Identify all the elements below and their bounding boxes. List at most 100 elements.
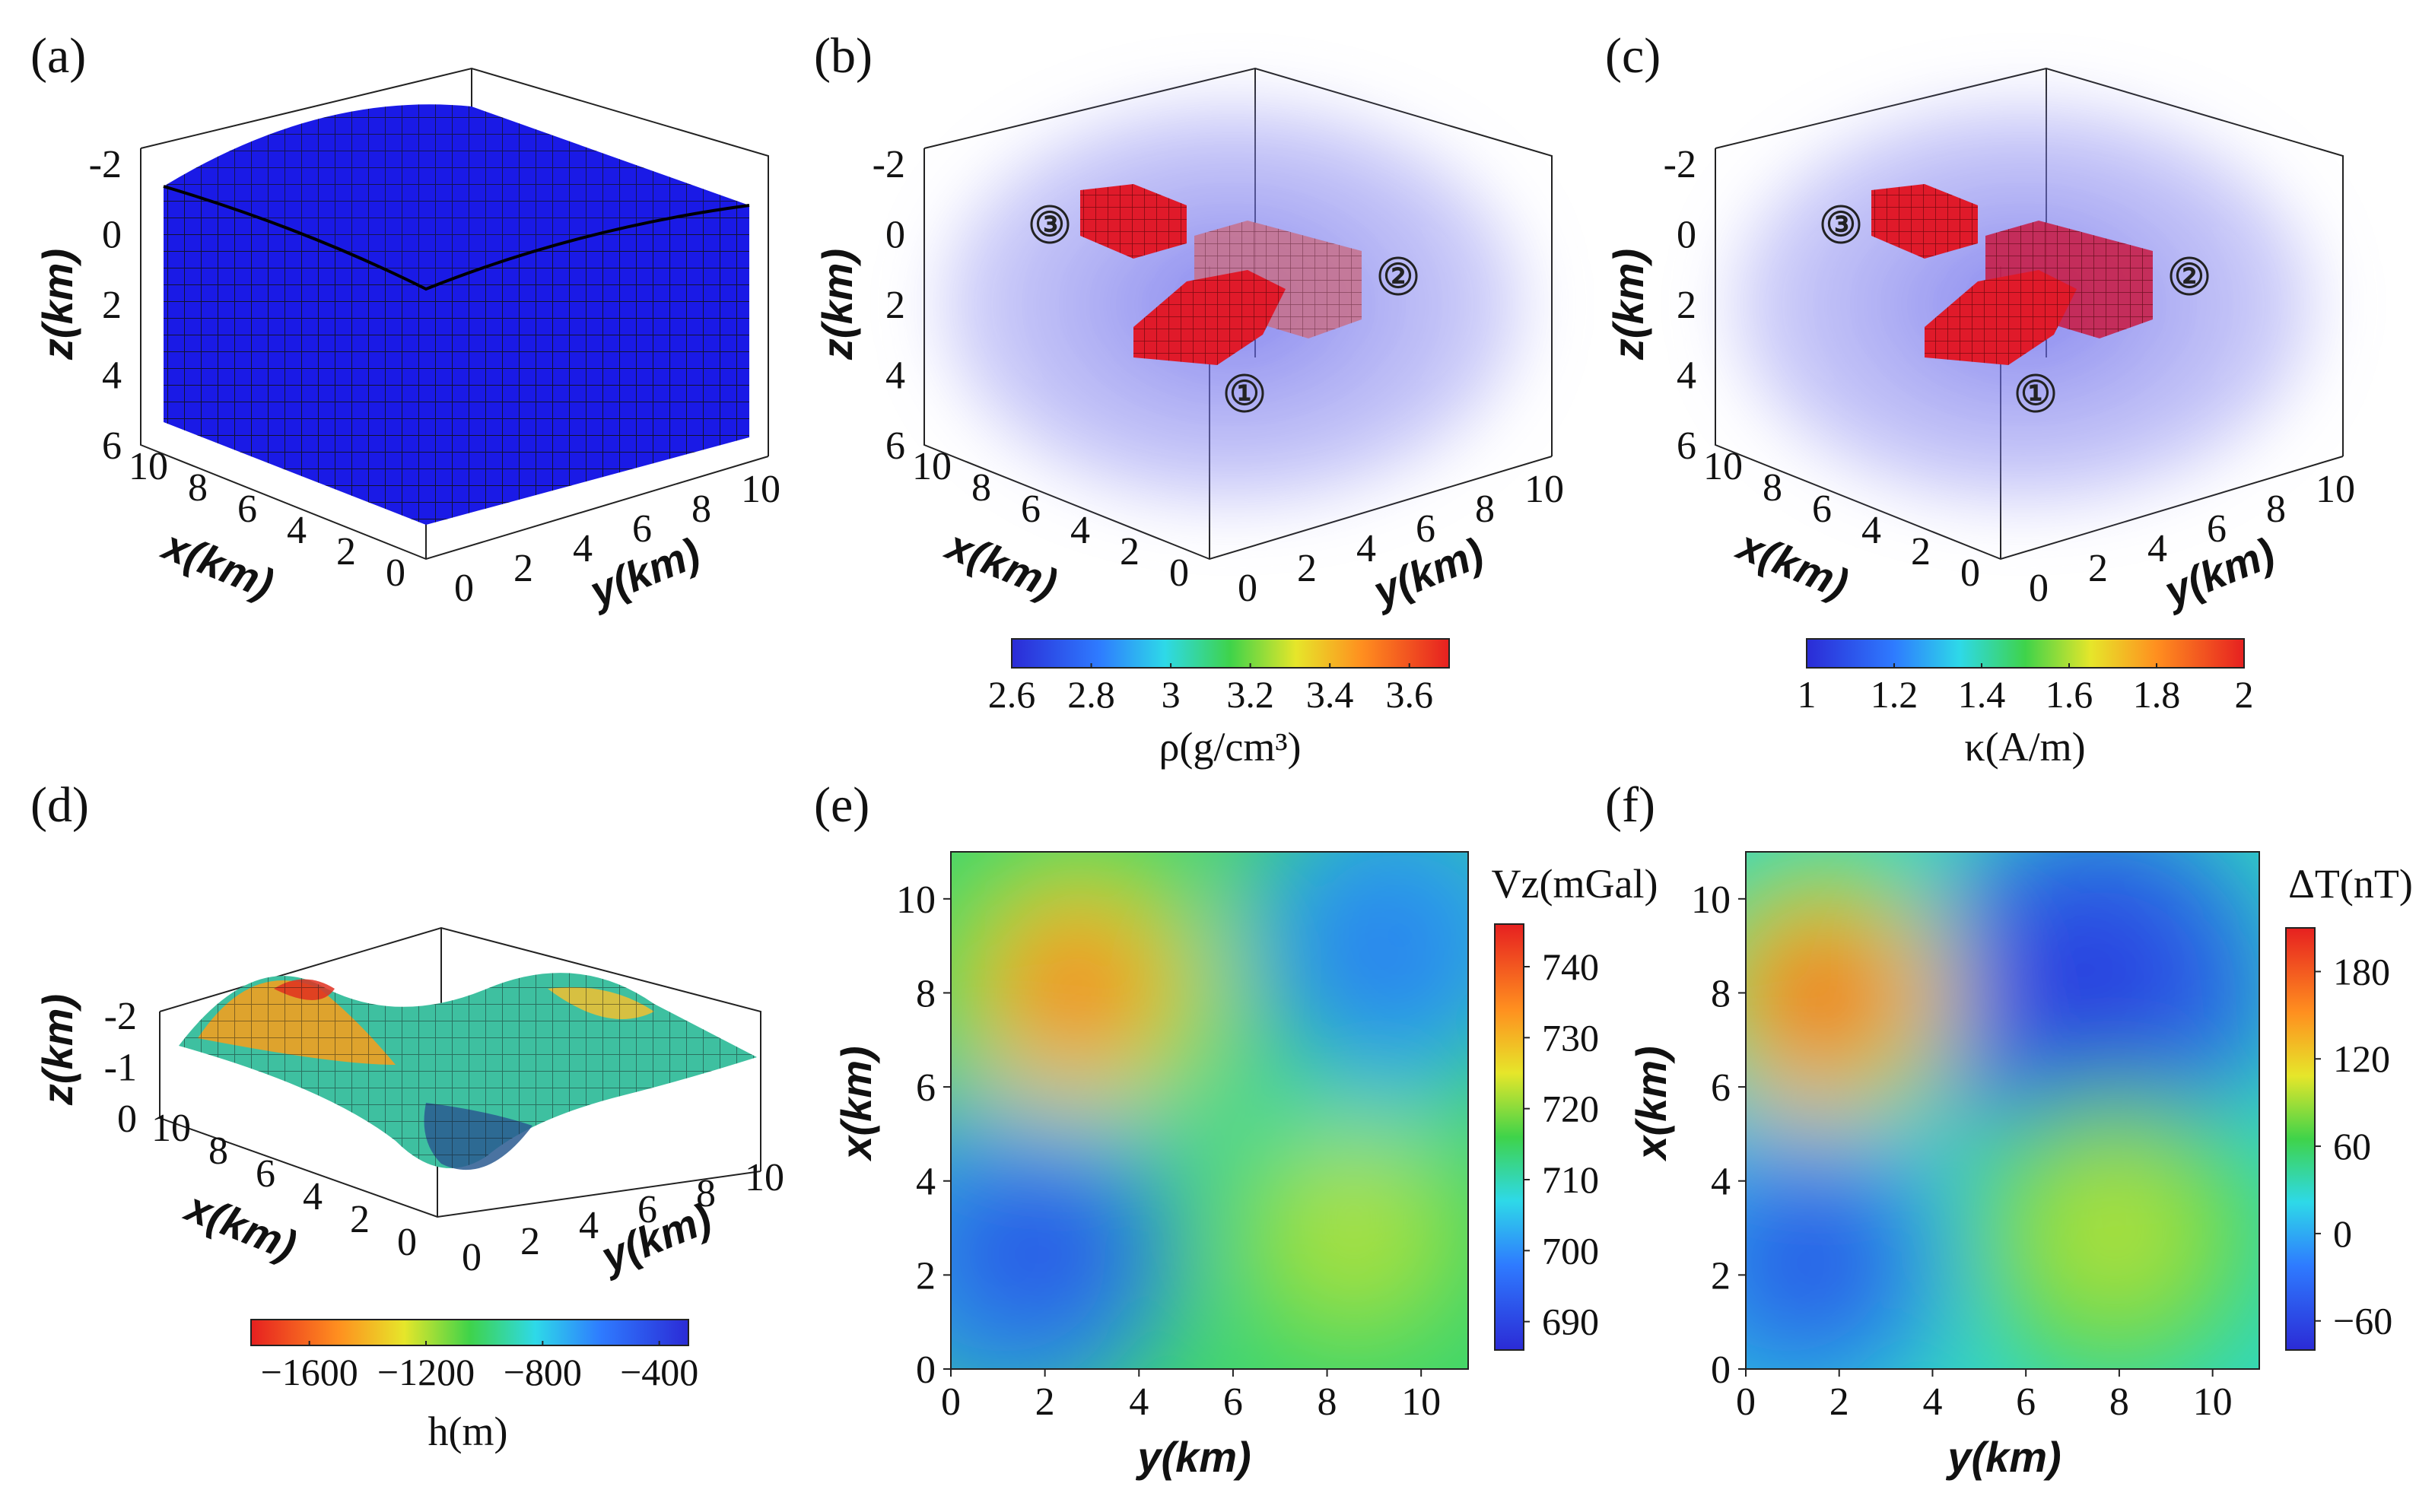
y-tick-label: 6 bbox=[1711, 1066, 1731, 1110]
panel-label-a: (a) bbox=[30, 28, 86, 84]
x-tick-label: 8 bbox=[2109, 1380, 2129, 1424]
y-axis-ticks: 0 2 4 6 8 10 bbox=[454, 468, 780, 610]
z-tick-label: 4 bbox=[102, 354, 122, 398]
colorbar-tick-label: 3.4 bbox=[1306, 673, 1354, 716]
panel-label-e: (e) bbox=[814, 777, 869, 833]
body-1-marker-ring bbox=[1225, 373, 1264, 413]
colorbar-tick-label: 1.4 bbox=[1958, 673, 2006, 716]
y-tick-label: 2 bbox=[513, 547, 533, 590]
x-tick-label: 0 bbox=[941, 1380, 961, 1424]
body-1-grid bbox=[1133, 270, 1286, 365]
y-tick-label: 0 bbox=[462, 1236, 482, 1279]
map-low-core-2 bbox=[1978, 882, 2191, 1095]
body-1-marker: ① bbox=[1229, 375, 1259, 412]
z-tick-label: -2 bbox=[1664, 143, 1696, 186]
plot-frame bbox=[1745, 851, 2260, 1370]
x-tick-label: 0 bbox=[1736, 1380, 1756, 1424]
z-tick-label: 4 bbox=[885, 354, 905, 398]
y-tick-label: 4 bbox=[2147, 527, 2167, 570]
z-tick-label: 6 bbox=[1677, 424, 1696, 468]
x-tick-label: 0 bbox=[1960, 551, 1980, 595]
x-tick-label: 0 bbox=[386, 551, 405, 595]
y-tick-label: 8 bbox=[2266, 488, 2286, 531]
panel-e-gravity-map: 0 2 4 6 8 10 0 2 4 6 8 10 y(km) x(km) 690 700 710 720 7… bbox=[832, 851, 1658, 1481]
colorbar-tick-label: −1200 bbox=[377, 1351, 475, 1393]
x-tick-label: 10 bbox=[2193, 1380, 2233, 1424]
y-tick-label: 10 bbox=[1691, 878, 1731, 922]
body-3-marker-ring bbox=[1821, 205, 1861, 244]
colorbar-topography bbox=[250, 1319, 689, 1346]
map-low-core bbox=[951, 1141, 1141, 1354]
y-tick-label: 10 bbox=[896, 878, 936, 922]
x-tick-label: 2 bbox=[336, 530, 356, 573]
colorbar-title: Vz(mGal) bbox=[1492, 861, 1658, 907]
colorbar-tick-label: −400 bbox=[620, 1351, 698, 1393]
colorbar-tick-label: −60 bbox=[2333, 1300, 2392, 1342]
x-axis-label: x(km) bbox=[177, 1182, 303, 1269]
z-tick-label: 0 bbox=[1677, 214, 1696, 257]
x-tick-label: 4 bbox=[303, 1175, 323, 1218]
colorbar-tick-label: 60 bbox=[2333, 1125, 2371, 1167]
axes: 0 2 4 6 8 10 0 2 4 6 8 10 bbox=[1691, 878, 2233, 1424]
z-tick-label: 6 bbox=[885, 424, 905, 468]
box-bottom-edge bbox=[923, 148, 1553, 561]
z-axis-label: z(km) bbox=[1604, 249, 1652, 361]
map-low-core bbox=[1746, 1164, 1909, 1361]
y-tick-label: 2 bbox=[916, 1254, 936, 1298]
y-tick-label: 6 bbox=[2207, 507, 2227, 551]
plot-frame bbox=[950, 851, 1469, 1370]
y-tick-label: 4 bbox=[579, 1204, 599, 1247]
y-tick-label: 2 bbox=[1711, 1254, 1731, 1298]
x-tick-label: 6 bbox=[1223, 1380, 1243, 1424]
y-tick-label: 8 bbox=[691, 488, 711, 531]
y-tick-label: 2 bbox=[1297, 547, 1317, 590]
y-tick-label: 10 bbox=[745, 1156, 784, 1199]
x-tick-label: 8 bbox=[1318, 1380, 1337, 1424]
x-tick-label: 10 bbox=[1401, 1380, 1441, 1424]
colorbar-tick-label: 720 bbox=[1542, 1088, 1599, 1130]
z-axis-ticks: -2 0 2 4 6 bbox=[89, 143, 122, 468]
x-tick-label: 8 bbox=[208, 1129, 228, 1173]
map-mid bbox=[2031, 1148, 2198, 1316]
y-tick-label: 2 bbox=[520, 1220, 540, 1263]
z-tick-label: 4 bbox=[1677, 354, 1696, 398]
y-tick-label: 0 bbox=[2029, 567, 2049, 610]
x-tick-label: 4 bbox=[287, 509, 307, 552]
colorbar-tick-label: 1.6 bbox=[2046, 673, 2093, 716]
y-tick-label: 4 bbox=[1356, 527, 1376, 570]
z-tick-label: -2 bbox=[873, 143, 905, 186]
colorbar-susceptibility bbox=[1806, 638, 2245, 669]
z-tick-label: -2 bbox=[104, 995, 137, 1038]
box-back-edge bbox=[140, 67, 769, 456]
box-bottom-edge bbox=[159, 1012, 761, 1218]
colorbar-ticks: −1600 −1200 −800 −400 bbox=[261, 1341, 698, 1393]
y-axis-ticks: 0 2 4 6 8 10 bbox=[462, 1156, 784, 1279]
colorbar-tick-label: 3.2 bbox=[1226, 673, 1274, 716]
body-2-marker-ring bbox=[2170, 256, 2209, 296]
colorbar-title: ρ(g/cm³) bbox=[1159, 724, 1301, 770]
colorbar-tick-label: 1.8 bbox=[2133, 673, 2181, 716]
map-high-core bbox=[1750, 924, 1894, 1069]
panel-label-d: (d) bbox=[30, 777, 89, 833]
z-axis-ticks: -2 0 2 4 6 bbox=[1664, 143, 1696, 468]
x-tick-label: 6 bbox=[2016, 1380, 2036, 1424]
map-mid bbox=[1248, 1126, 1461, 1339]
y-tick-label: 10 bbox=[2316, 468, 2355, 511]
mesh-left-grid bbox=[164, 186, 426, 525]
y-tick-label: 0 bbox=[454, 567, 474, 610]
z-tick-label: -1 bbox=[104, 1047, 137, 1090]
y-tick-label: 4 bbox=[1711, 1161, 1731, 1204]
colorbar-tick-label: 180 bbox=[2333, 950, 2390, 993]
colorbar-tick-label: 730 bbox=[1542, 1016, 1599, 1059]
x-tick-label: 2 bbox=[1911, 530, 1931, 573]
colorbar-tick-label: 740 bbox=[1542, 945, 1599, 988]
body-1-grid bbox=[1925, 270, 2077, 365]
y-tick-label: 6 bbox=[1416, 507, 1435, 551]
y-tick-label: 0 bbox=[1711, 1348, 1731, 1392]
axes: 0 2 4 6 8 10 0 2 4 6 8 10 bbox=[896, 878, 1441, 1424]
x-tick-label: 4 bbox=[1070, 509, 1090, 552]
colorbar-magnetic bbox=[2285, 927, 2316, 1351]
